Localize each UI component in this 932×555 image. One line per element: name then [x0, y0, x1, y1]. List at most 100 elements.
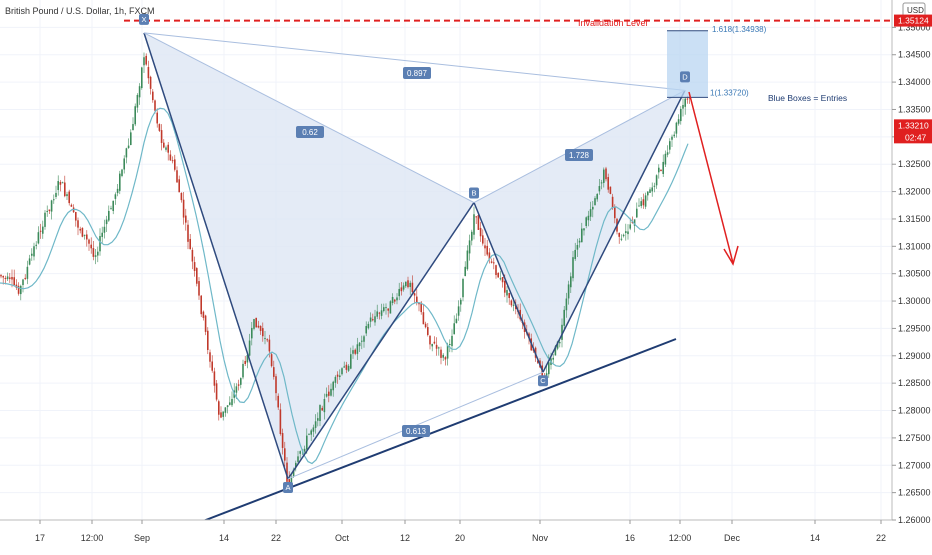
candle-body [563, 309, 565, 326]
candle-body [211, 361, 213, 371]
candle-body [321, 407, 323, 411]
candle-body [369, 317, 372, 322]
candle-body [372, 319, 374, 321]
y-tick-label: 1.30500 [898, 269, 931, 279]
candle-body [303, 448, 306, 452]
candle-body [451, 335, 453, 347]
candle-body [625, 231, 627, 233]
candle-body [442, 354, 444, 358]
trendline[interactable] [184, 338, 677, 529]
candle-body [68, 191, 70, 204]
candle-body [671, 136, 673, 140]
candle-body [284, 448, 286, 461]
point-badge [538, 375, 548, 387]
candle-body [55, 192, 57, 197]
candle-body [64, 182, 66, 197]
candle-body [581, 228, 583, 243]
candle-body [594, 198, 596, 206]
candle-body [90, 244, 92, 249]
currency-label: USD [907, 6, 924, 15]
candle-body [196, 268, 198, 284]
candle-body [578, 240, 581, 243]
candle-body [6, 276, 9, 280]
candle-body [682, 104, 684, 109]
x-tick-label: 20 [455, 533, 465, 543]
candle-body [114, 194, 117, 199]
candle-body [165, 147, 167, 150]
candle-body [649, 189, 651, 193]
candle-body [510, 300, 513, 306]
candle-body [171, 160, 174, 162]
candle-body [548, 362, 550, 375]
candle-body [620, 238, 623, 240]
candle-body [257, 325, 260, 328]
candle-body [629, 224, 631, 229]
y-tick-label: 1.26500 [898, 488, 931, 498]
candle-body [110, 208, 112, 210]
candle-body [574, 249, 576, 259]
candle-body [614, 206, 616, 219]
candle-body [383, 307, 385, 312]
candle-body [440, 349, 442, 358]
y-tick-label: 1.29000 [898, 351, 931, 361]
candle-body [559, 342, 561, 344]
price-axis[interactable] [892, 0, 932, 520]
candle-body [466, 250, 469, 270]
candle-body [143, 57, 145, 66]
candle-body [605, 168, 607, 180]
y-tick-label: 1.33500 [898, 104, 931, 114]
candle-body [191, 249, 194, 262]
candle-body [17, 285, 20, 294]
candle-body [631, 221, 634, 223]
candle-body [237, 384, 240, 386]
candle-body [446, 344, 449, 359]
line-xb [143, 32, 475, 203]
y-tick-label: 1.32500 [898, 159, 931, 169]
candle-body [407, 280, 409, 288]
ratio-badge [565, 149, 593, 161]
candle-body [207, 330, 209, 350]
candle-body [600, 182, 603, 184]
candle-body [660, 169, 662, 172]
candle-body [70, 204, 73, 207]
candle-body [213, 371, 216, 386]
candle-body [501, 277, 504, 283]
candle-body [552, 357, 554, 360]
candle-body [400, 287, 403, 292]
countdown-text: 02:47 [905, 132, 927, 142]
point-label: B [471, 189, 476, 198]
candle-body [394, 299, 396, 302]
candle-body [576, 244, 579, 250]
entry-zone-box [667, 30, 708, 98]
candle-body [275, 376, 277, 394]
candle-body [222, 411, 224, 417]
ratio-label: 0.897 [407, 69, 428, 78]
candle-body [224, 407, 227, 413]
candle-body [253, 319, 255, 329]
candle-body [149, 76, 152, 89]
candle-body [506, 290, 508, 296]
candle-body [607, 177, 609, 190]
candle-body [433, 341, 436, 344]
candle-body [647, 191, 649, 196]
candle-body [587, 215, 590, 221]
arrow-head [723, 245, 739, 266]
candle-body [332, 381, 334, 391]
candle-body [268, 339, 271, 352]
arrow-shaft [688, 91, 734, 264]
candle-body [361, 340, 363, 342]
candle-body [565, 298, 568, 311]
plot-area[interactable] [0, 0, 892, 520]
candle-body [169, 154, 172, 161]
candle-body [330, 388, 332, 396]
candle-body [152, 91, 154, 101]
candle-body [244, 360, 246, 364]
candle-body [9, 277, 11, 279]
candle-body [0, 274, 2, 277]
time-axis[interactable] [0, 520, 892, 550]
candle-body [264, 338, 266, 340]
candle-body [462, 279, 464, 298]
candle-body [554, 346, 557, 356]
point-label: X [141, 15, 146, 24]
